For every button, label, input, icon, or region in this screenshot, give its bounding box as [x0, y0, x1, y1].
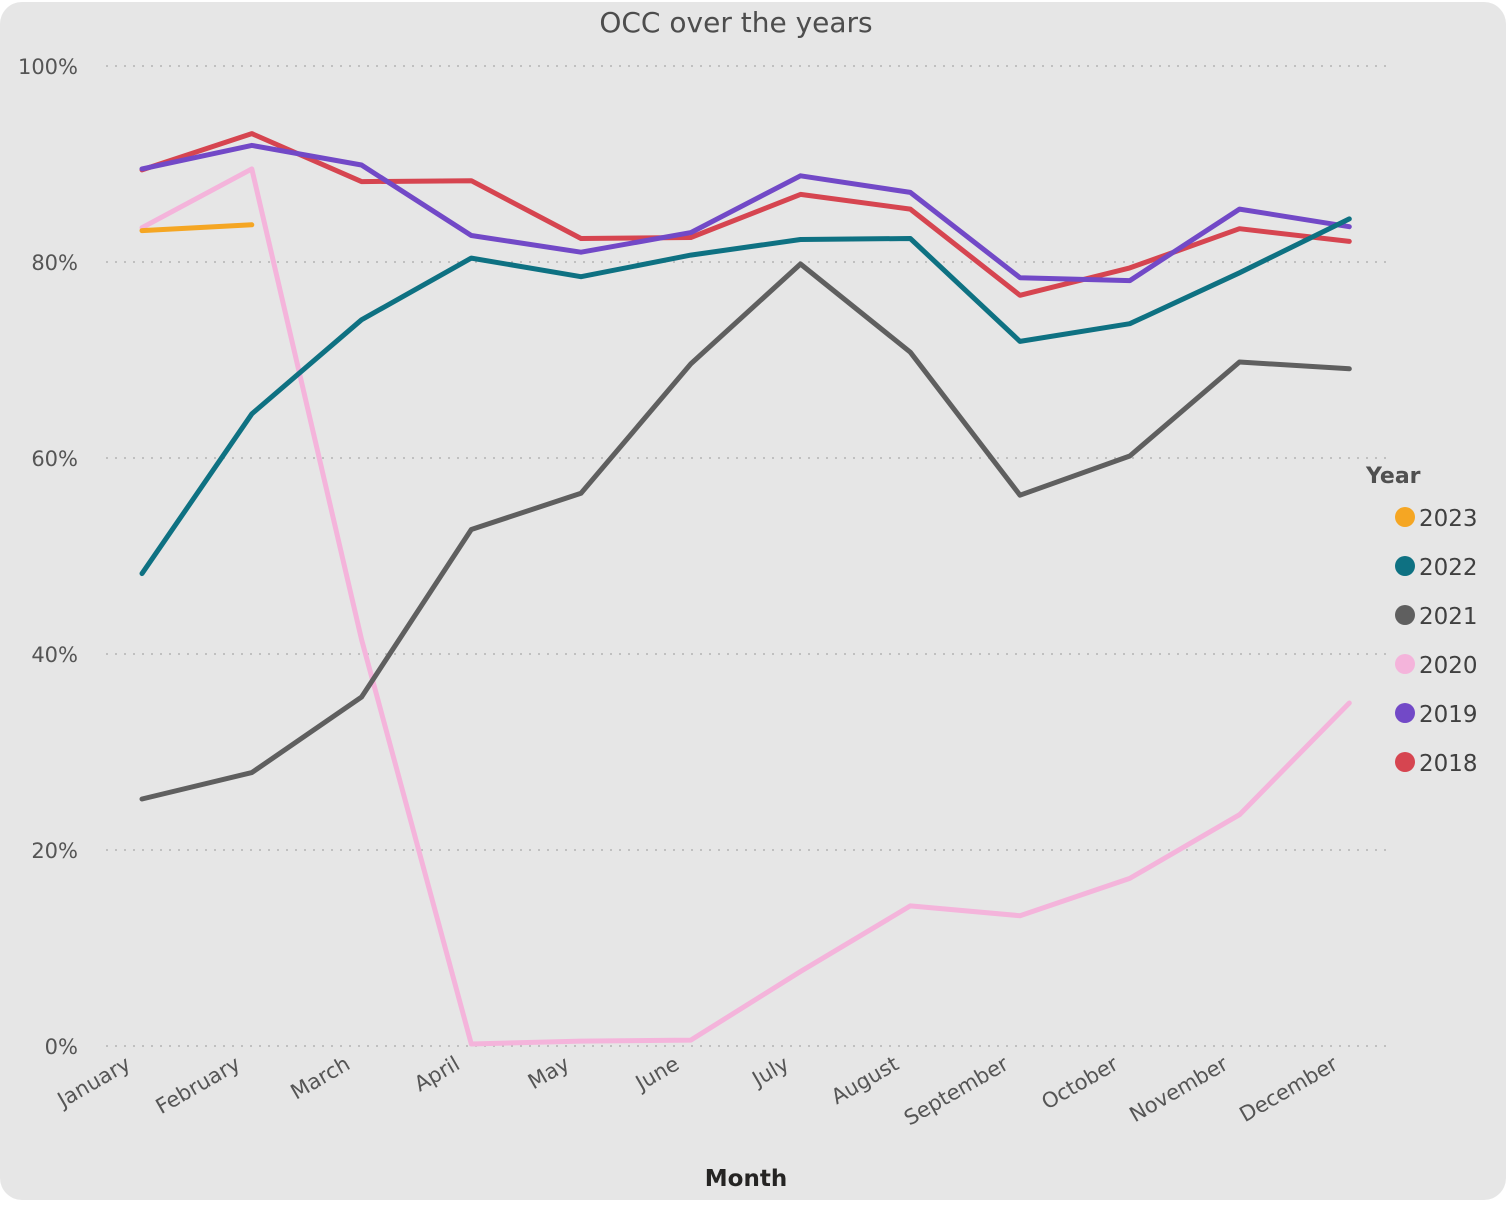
- x-tick-label: May: [524, 1052, 574, 1094]
- x-tick-label: April: [410, 1052, 464, 1097]
- series-line-2021: [139, 261, 1352, 802]
- legend-marker: [1395, 605, 1415, 625]
- legend: Year 2023 2022 2021 2020 2019 2018: [1365, 464, 1478, 777]
- legend-items: 2023 2022 2021 2020 2019 2018: [1395, 506, 1478, 777]
- legend-label: 2018: [1419, 751, 1478, 777]
- legend-label: 2022: [1419, 555, 1478, 581]
- x-tick-label: October: [1037, 1051, 1122, 1114]
- legend-marker: [1395, 752, 1415, 772]
- legend-title: Year: [1365, 464, 1421, 489]
- series-line-2022: [139, 216, 1352, 577]
- y-tick-label: 0%: [45, 1035, 78, 1059]
- x-tick-label: March: [287, 1052, 354, 1105]
- legend-marker: [1395, 507, 1415, 527]
- x-tick-label: December: [1235, 1051, 1342, 1126]
- y-tick-label: 80%: [31, 251, 78, 275]
- y-tick-label: 40%: [31, 643, 78, 667]
- gridlines: [106, 65, 1388, 1047]
- x-tick-label: July: [747, 1052, 793, 1093]
- y-tick-label: 100%: [18, 55, 78, 79]
- series-lines: [139, 131, 1352, 1047]
- series-line-2023: [139, 222, 255, 234]
- x-tick-label: June: [630, 1052, 683, 1097]
- chart-title: OCC over the years: [599, 6, 872, 39]
- x-tick-label: February: [152, 1052, 245, 1119]
- legend-marker: [1395, 703, 1415, 723]
- legend-label: 2023: [1419, 506, 1478, 532]
- series-line-2018: [139, 131, 1352, 298]
- series-line-2020: [139, 166, 1352, 1047]
- y-tick-label: 20%: [31, 839, 78, 863]
- x-axis-title: Month: [705, 1166, 787, 1192]
- x-tick-label: August: [827, 1052, 903, 1110]
- x-tick-label: November: [1125, 1051, 1232, 1127]
- legend-label: 2021: [1419, 604, 1478, 630]
- legend-marker: [1395, 654, 1415, 674]
- series-line-2019: [139, 142, 1352, 284]
- legend-label: 2020: [1419, 653, 1478, 679]
- y-tick-label: 60%: [31, 447, 78, 471]
- x-tick-label: September: [900, 1051, 1013, 1130]
- legend-marker: [1395, 556, 1415, 576]
- x-tick-label: January: [52, 1052, 135, 1114]
- y-axis-ticks: 0% 20% 40% 60% 80% 100%: [18, 55, 78, 1059]
- legend-label: 2019: [1419, 702, 1478, 728]
- x-axis-ticks: January February March April May June July Augu…: [52, 1051, 1342, 1130]
